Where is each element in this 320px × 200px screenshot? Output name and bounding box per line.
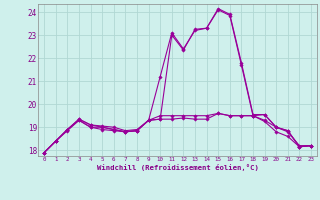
X-axis label: Windchill (Refroidissement éolien,°C): Windchill (Refroidissement éolien,°C) bbox=[97, 164, 259, 171]
